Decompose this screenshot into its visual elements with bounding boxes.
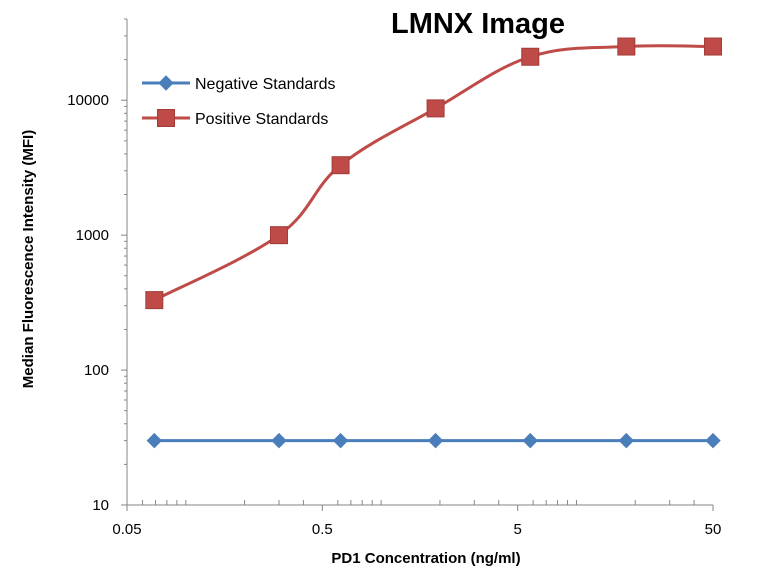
data-point-positive-standards (426, 99, 445, 118)
series-negative-standards (146, 432, 721, 449)
y-tick-label: 1000 (76, 227, 109, 244)
axes: 10 100 1000 10000 0.05 0.5 5 50 (67, 18, 722, 538)
data-point-negative-standards (332, 432, 349, 449)
legend-label-positive-standards: Positive Standards (195, 111, 328, 128)
data-point-negative-standards (618, 432, 635, 449)
data-point-positive-standards (331, 156, 350, 175)
y-axis-title: Median Fluorescence Intensity (MFI) (20, 130, 37, 388)
y-tick-label: 10 (92, 497, 109, 514)
data-point-positive-standards (145, 291, 164, 310)
legend-item-negative-standards: Negative Standards (142, 75, 336, 93)
data-point-positive-standards (269, 226, 288, 245)
x-tick-label: 0.05 (112, 521, 141, 538)
legend-item-positive-standards: Positive Standards (142, 109, 328, 128)
x-tick-label: 50 (705, 521, 722, 538)
data-point-negative-standards (271, 432, 287, 449)
y-tick-label: 100 (84, 362, 109, 379)
data-point-positive-standards (704, 37, 722, 56)
data-point-positive-standards (521, 47, 540, 66)
legend: Negative Standards Positive Standards (142, 75, 336, 128)
legend-marker-negative-standards (158, 75, 174, 91)
x-tick-label: 0.5 (312, 521, 333, 538)
x-tick-label: 5 (513, 521, 521, 538)
x-axis-title: PD1 Concentration (ng/ml) (331, 550, 520, 567)
data-point-negative-standards (522, 432, 538, 449)
legend-label-negative-standards: Negative Standards (195, 76, 336, 93)
series-positive-standards (145, 37, 722, 310)
series-layer (145, 37, 722, 449)
y-tick-label: 10000 (67, 92, 109, 109)
data-point-negative-standards (146, 432, 163, 449)
legend-marker-positive-standards (157, 109, 175, 127)
chart-title: LMNX Image (391, 8, 565, 40)
data-point-positive-standards (617, 37, 636, 56)
data-point-negative-standards (427, 432, 444, 449)
data-point-negative-standards (705, 432, 721, 449)
